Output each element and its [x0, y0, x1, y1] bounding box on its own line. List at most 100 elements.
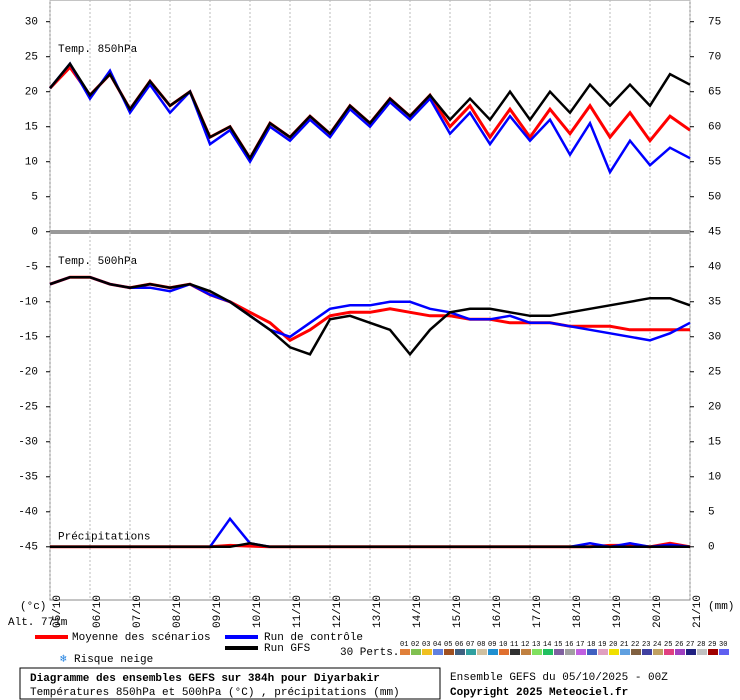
- pert-swatch: [422, 649, 432, 655]
- pert-swatch: [631, 649, 641, 655]
- y-tick-label: 20: [25, 87, 38, 99]
- y2-tick-label: 0: [708, 542, 715, 554]
- y-tick-label: 10: [25, 157, 38, 169]
- pert-label: 17: [576, 641, 584, 649]
- y-tick-label: -30: [18, 437, 38, 449]
- y-tick-label: -40: [18, 507, 38, 519]
- subtitle: Températures 850hPa et 500hPa (°C) , pré…: [30, 687, 400, 699]
- pert-label: 16: [565, 641, 573, 649]
- y-tick-label: -20: [18, 367, 38, 379]
- x-tick-label: 17/10: [532, 595, 544, 628]
- pert-swatch: [532, 649, 542, 655]
- pert-swatch: [488, 649, 498, 655]
- panel-label: Précipitations: [58, 532, 150, 544]
- pert-label: 23: [642, 641, 650, 649]
- pert-label: 19: [598, 641, 606, 649]
- pert-label: 03: [422, 641, 430, 649]
- pert-label: 04: [433, 641, 441, 649]
- pert-swatch: [653, 649, 663, 655]
- pert-swatch: [576, 649, 586, 655]
- x-tick-label: 20/10: [652, 595, 664, 628]
- x-tick-label: 10/10: [252, 595, 264, 628]
- pert-label: 24: [653, 641, 661, 649]
- x-tick-label: 15/10: [452, 595, 464, 628]
- x-tick-label: 13/10: [372, 595, 384, 628]
- pert-swatch: [455, 649, 465, 655]
- series-line: [49, 61, 691, 175]
- x-tick-label: 08/10: [172, 595, 184, 628]
- pert-label: 27: [686, 641, 694, 649]
- y2-tick-label: 25: [708, 367, 721, 379]
- x-tick-label: 11/10: [292, 595, 304, 628]
- pert-label: 15: [554, 641, 562, 649]
- pert-swatch: [664, 649, 674, 655]
- series-line: [49, 275, 691, 342]
- y-tick-label: -35: [18, 472, 38, 484]
- legend-label: Run de contrôle: [264, 632, 363, 644]
- pert-swatch: [675, 649, 685, 655]
- pert-label: 29: [708, 641, 716, 649]
- pert-label: 07: [466, 641, 474, 649]
- pert-swatch: [433, 649, 443, 655]
- pert-label: 25: [664, 641, 672, 649]
- x-tick-label: 07/10: [132, 595, 144, 628]
- pert-label: 12: [521, 641, 529, 649]
- title: Diagramme des ensembles GEFS sur 384h po…: [30, 673, 380, 685]
- run-info: Ensemble GEFS du 05/10/2025 - 00Z: [450, 672, 668, 684]
- pert-label: 21: [620, 641, 628, 649]
- y-tick-label: -10: [18, 297, 38, 309]
- pert-swatch: [477, 649, 487, 655]
- y2-tick-label: 50: [708, 192, 721, 204]
- y2-tick-label: 65: [708, 87, 721, 99]
- x-tick-label: 09/10: [212, 595, 224, 628]
- pert-label: 05: [444, 641, 452, 649]
- y2-tick-label: 20: [708, 402, 721, 414]
- pert-swatch: [598, 649, 608, 655]
- pert-label: 09: [488, 641, 496, 649]
- pert-swatch: [609, 649, 619, 655]
- x-tick-label: 19/10: [612, 595, 624, 628]
- pert-swatch: [543, 649, 553, 655]
- pert-label: 28: [697, 641, 705, 649]
- y-tick-label: 15: [25, 122, 38, 134]
- pert-swatch: [466, 649, 476, 655]
- panel-label: Temp. 500hPa: [58, 256, 138, 268]
- y-tick-label: 25: [25, 52, 38, 64]
- pert-swatch: [444, 649, 454, 655]
- pert-label: 30: [719, 641, 727, 649]
- pert-swatch: [400, 649, 410, 655]
- pert-label: 22: [631, 641, 639, 649]
- pert-swatch: [708, 649, 718, 655]
- footer-box: [19, 667, 441, 700]
- pert-swatch: [686, 649, 696, 655]
- pert-swatch: [642, 649, 652, 655]
- x-tick-label: 18/10: [572, 595, 584, 628]
- x-tick-label: 21/10: [692, 595, 704, 628]
- pert-label: 06: [455, 641, 463, 649]
- pert-label: 18: [587, 641, 595, 649]
- y-tick-label: 30: [25, 17, 38, 29]
- y2-tick-label: 30: [708, 332, 721, 344]
- pert-swatch: [411, 649, 421, 655]
- pert-swatch: [565, 649, 575, 655]
- pert-label: 08: [477, 641, 485, 649]
- x-tick-label: 12/10: [332, 595, 344, 628]
- series-line: [49, 61, 691, 161]
- y-tick-label: 5: [31, 192, 38, 204]
- y2-tick-label: 45: [708, 227, 721, 239]
- pert-label: 01: [400, 641, 408, 649]
- series-line: [49, 275, 691, 357]
- legend-label: Moyenne des scénarios: [72, 632, 211, 644]
- snow-icon: ❄: [60, 654, 67, 666]
- pert-swatch: [499, 649, 509, 655]
- perts-label: 30 Perts.: [340, 647, 399, 659]
- pert-label: 26: [675, 641, 683, 649]
- y-tick-label: 0: [31, 227, 38, 239]
- y2-tick-label: 5: [708, 507, 715, 519]
- x-tick-label: 16/10: [492, 595, 504, 628]
- pert-swatch: [521, 649, 531, 655]
- y2-unit: (mm): [708, 601, 734, 613]
- legend-label: Run GFS: [264, 643, 311, 655]
